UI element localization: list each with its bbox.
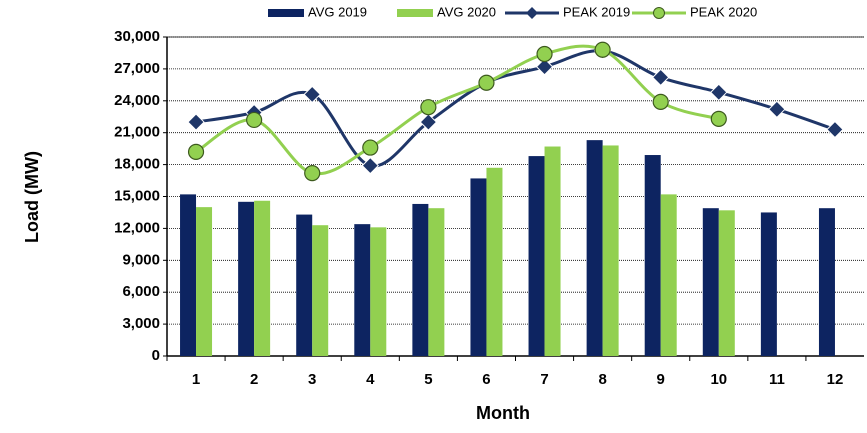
bar [312, 225, 329, 356]
marker [246, 111, 263, 129]
y-tick-label: 15,000 [114, 187, 160, 204]
bar [180, 194, 197, 356]
x-tick-label: 2 [250, 371, 258, 388]
bar [586, 140, 603, 356]
legend-label: AVG 2019 [308, 4, 367, 19]
marker [710, 110, 727, 127]
bar [818, 208, 835, 356]
marker [710, 83, 728, 102]
marker [362, 139, 379, 156]
marker [420, 99, 437, 116]
bar [644, 155, 661, 356]
legend-marker [526, 7, 538, 19]
marker [536, 45, 553, 63]
legend-swatch [268, 9, 304, 17]
x-tick-label: 4 [366, 371, 375, 388]
x-tick-label: 12 [827, 371, 844, 388]
marker [768, 100, 786, 119]
y-tick-label: 21,000 [114, 124, 160, 141]
bar [718, 210, 735, 356]
legend-label: PEAK 2019 [563, 4, 630, 19]
bar [370, 227, 387, 356]
y-tick-label: 18,000 [114, 156, 160, 173]
bar [544, 146, 561, 356]
x-tick-label: 7 [540, 371, 548, 388]
bar [602, 145, 619, 356]
bar [254, 200, 271, 356]
bar [470, 178, 487, 356]
y-tick-label: 27,000 [114, 60, 160, 77]
line [195, 44, 720, 176]
legend-label: PEAK 2020 [690, 4, 757, 19]
x-tick-label: 1 [192, 371, 200, 388]
bar [354, 224, 371, 356]
x-tick-label: 5 [424, 371, 432, 388]
marker [652, 68, 670, 87]
x-tick-label: 9 [657, 371, 665, 388]
bar [486, 167, 503, 356]
marker [478, 74, 495, 91]
marker [594, 41, 611, 58]
x-axis-title: Month [476, 403, 530, 423]
y-tick-label: 30,000 [114, 28, 160, 45]
marker [187, 143, 205, 160]
x-tick-label: 10 [710, 371, 727, 388]
bar [760, 212, 777, 356]
legend-marker [653, 7, 665, 19]
y-tick-label: 3,000 [122, 315, 160, 332]
y-tick-label: 0 [152, 347, 160, 364]
y-tick-label: 6,000 [122, 283, 160, 300]
marker [535, 58, 554, 76]
marker [304, 165, 321, 182]
y-tick-label: 12,000 [114, 219, 160, 236]
bar [196, 207, 213, 356]
x-tick-label: 3 [308, 371, 316, 388]
bar [428, 208, 445, 356]
y-axis-title: Load (MW) [22, 151, 42, 243]
legend-swatch [397, 9, 433, 17]
bar [702, 208, 719, 356]
marker [303, 85, 321, 104]
legend-label: AVG 2020 [437, 4, 496, 19]
bar [296, 214, 313, 356]
marker [419, 113, 438, 131]
x-tick-label: 6 [482, 371, 490, 388]
x-tick-label: 11 [769, 371, 785, 388]
bar [528, 156, 545, 356]
x-tick-label: 8 [598, 371, 606, 388]
bar [412, 203, 429, 356]
marker [361, 156, 379, 175]
marker [652, 93, 669, 110]
marker [187, 113, 205, 131]
y-tick-label: 24,000 [114, 92, 160, 109]
marker [826, 120, 844, 139]
bar [238, 201, 255, 356]
bar [660, 194, 677, 356]
y-tick-label: 9,000 [122, 251, 160, 268]
